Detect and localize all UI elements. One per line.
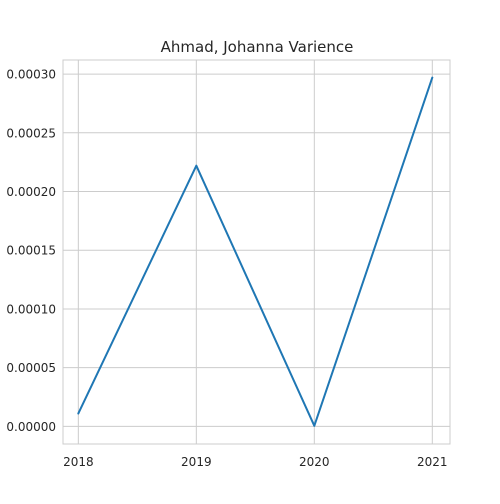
y-tick-label: 0.00025 bbox=[6, 126, 56, 140]
series-line bbox=[77, 76, 434, 427]
x-tick-label: 2020 bbox=[299, 455, 330, 469]
y-tick-label: 0.00020 bbox=[6, 185, 56, 199]
data-point bbox=[195, 164, 198, 167]
series-layer bbox=[77, 76, 434, 427]
data-point bbox=[313, 424, 316, 427]
data-point bbox=[77, 412, 80, 415]
x-tick-label: 2018 bbox=[63, 455, 94, 469]
y-tick-label: 0.00005 bbox=[6, 361, 56, 375]
plot-area bbox=[63, 60, 450, 444]
y-axis: 0.00000 0.00005 0.00010 0.00015 0.00020 0.000… bbox=[6, 68, 56, 434]
y-tick-label: 0.00030 bbox=[6, 68, 56, 82]
x-tick-label: 2019 bbox=[181, 455, 212, 469]
y-tick-label: 0.00000 bbox=[6, 420, 56, 434]
y-tick-label: 0.00010 bbox=[6, 302, 56, 316]
x-axis: 2018 2019 2020 2021 bbox=[63, 455, 448, 469]
data-point bbox=[431, 76, 434, 79]
chart-title: Ahmad, Johanna Varience bbox=[161, 38, 354, 56]
y-tick-label: 0.00015 bbox=[6, 244, 56, 258]
x-tick-label: 2021 bbox=[417, 455, 448, 469]
plot-frame bbox=[62, 59, 451, 445]
